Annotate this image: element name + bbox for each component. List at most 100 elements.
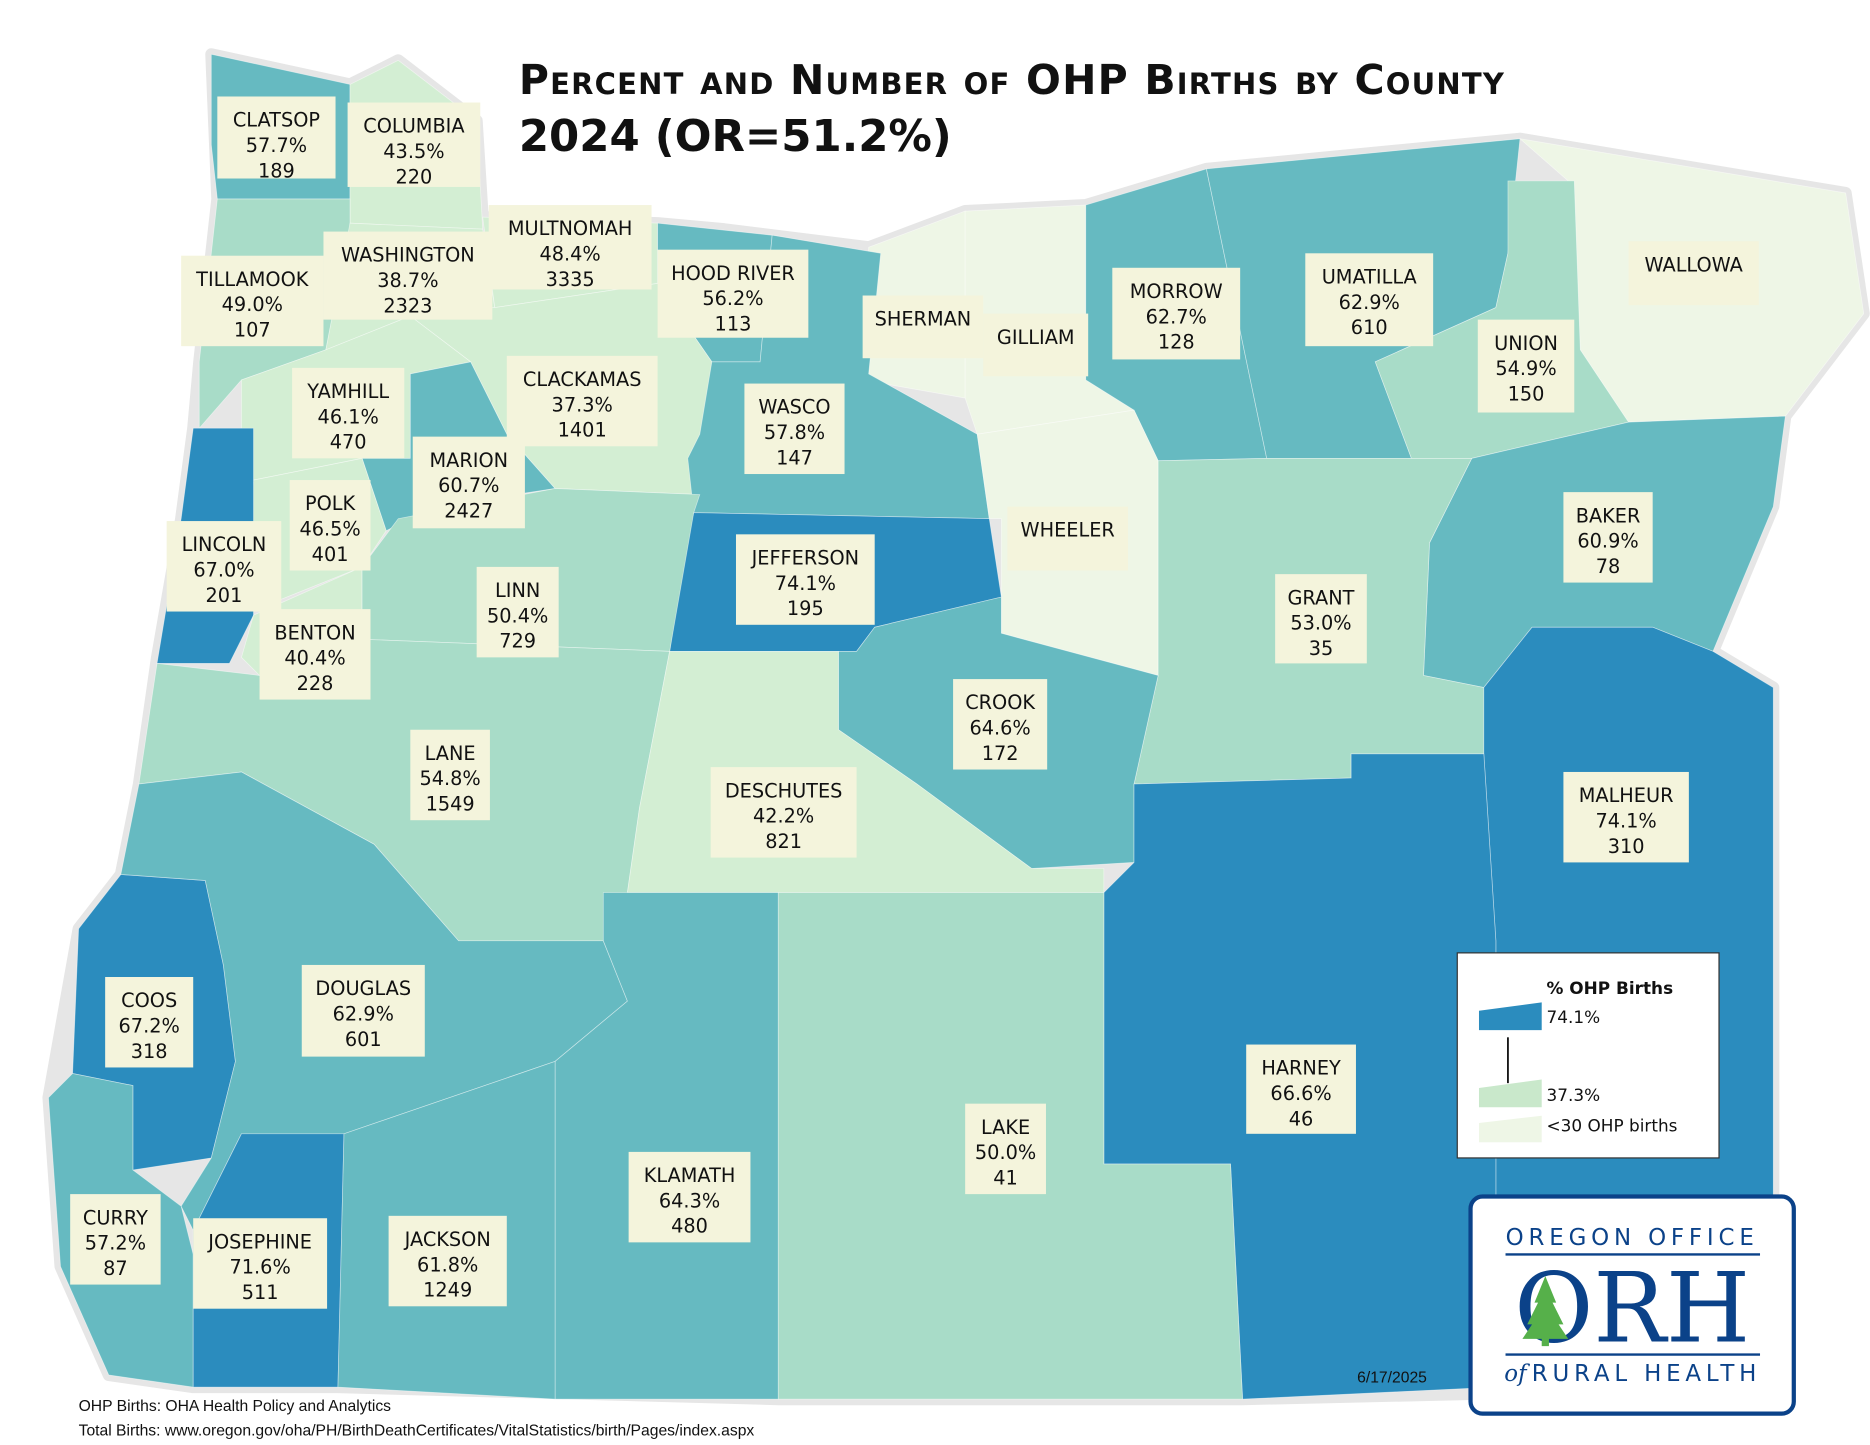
legend-max-label: 74.1% bbox=[1547, 1007, 1601, 1027]
county-label-umatilla: UMATILLA 62.9%610 bbox=[1305, 253, 1434, 347]
county-label-grant: GRANT 53.0%35 bbox=[1275, 574, 1367, 664]
county-births: 821 bbox=[765, 830, 802, 853]
county-label-gilliam: GILLIAM bbox=[983, 313, 1089, 377]
county-percent: 46.1% bbox=[318, 405, 379, 428]
county-births: 35 bbox=[1309, 637, 1334, 660]
county-births: 172 bbox=[982, 742, 1019, 765]
county-births: 46 bbox=[1289, 1107, 1314, 1130]
legend-swatch-low-births bbox=[1478, 1115, 1542, 1143]
county-label-curry: CURRY 57.2%87 bbox=[70, 1194, 161, 1285]
county-label-sherman: SHERMAN bbox=[862, 295, 984, 359]
county-name: MORROW bbox=[1130, 280, 1223, 303]
county-percent: 57.2% bbox=[85, 1232, 146, 1255]
county-births: 601 bbox=[345, 1028, 382, 1051]
county-name: MULTNOMAH bbox=[508, 217, 633, 240]
county-percent: 62.9% bbox=[1339, 291, 1400, 314]
date-stamp: 6/17/2025 bbox=[1357, 1369, 1427, 1386]
label-box bbox=[70, 1194, 161, 1285]
county-percent: 64.6% bbox=[970, 717, 1031, 740]
county-name: UMATILLA bbox=[1322, 265, 1418, 288]
county-percent: 67.2% bbox=[119, 1014, 180, 1037]
county-name: HOOD RIVER bbox=[671, 262, 795, 285]
county-name: LAKE bbox=[981, 1116, 1030, 1139]
legend: % OHP Births 74.1% 37.3% <30 OHP births bbox=[1456, 952, 1720, 1159]
label-box bbox=[289, 480, 371, 571]
label-box bbox=[105, 977, 194, 1068]
county-label-lincoln: LINCOLN 67.0%201 bbox=[166, 521, 282, 612]
county-births: 511 bbox=[242, 1281, 279, 1304]
legend-swatch-max bbox=[1478, 1002, 1542, 1031]
county-births: 201 bbox=[206, 584, 243, 607]
county-births: 107 bbox=[234, 319, 271, 342]
county-births: 310 bbox=[1608, 835, 1645, 858]
county-name: LINCOLN bbox=[182, 533, 267, 556]
county-percent: 71.6% bbox=[230, 1256, 291, 1279]
label-box bbox=[292, 367, 405, 459]
county-name: MARION bbox=[430, 449, 509, 472]
label-box bbox=[1007, 506, 1128, 571]
label-box bbox=[193, 1218, 328, 1309]
county-births: 113 bbox=[715, 312, 752, 335]
county-name: MALHEUR bbox=[1579, 784, 1674, 807]
map-subtitle: 2024 (OR=51.2%) bbox=[519, 112, 952, 162]
county-percent: 60.9% bbox=[1577, 530, 1638, 553]
label-box bbox=[388, 1215, 507, 1307]
label-box bbox=[301, 964, 425, 1057]
county-births: 150 bbox=[1508, 382, 1545, 405]
footnote-total-births-source: Total Births: www.oregon.gov/oha/PH/Birt… bbox=[79, 1422, 755, 1439]
county-births: 470 bbox=[330, 431, 367, 454]
county-label-polk: POLK 46.5%401 bbox=[289, 480, 371, 571]
county-label-benton: BENTON 40.4%228 bbox=[259, 609, 371, 700]
county-percent: 62.9% bbox=[333, 1002, 394, 1025]
label-box bbox=[1477, 319, 1575, 413]
county-name: CURRY bbox=[83, 1206, 148, 1229]
map-title: Percent and Number of OHP Births by Coun… bbox=[519, 56, 1505, 104]
county-name: WASHINGTON bbox=[341, 244, 475, 267]
orh-logo: OREGON OFFICE ORH of RURAL HEALTH bbox=[1468, 1194, 1796, 1416]
logo-bottom-text: RURAL HEALTH bbox=[1532, 1361, 1761, 1387]
county-births: 1549 bbox=[426, 793, 475, 816]
county-percent: 54.9% bbox=[1495, 357, 1556, 380]
county-name: JACKSON bbox=[404, 1228, 491, 1251]
label-box bbox=[506, 355, 658, 447]
county-births: 480 bbox=[671, 1215, 708, 1238]
tree-icon bbox=[1522, 1276, 1569, 1347]
county-name: JOSEPHINE bbox=[207, 1230, 312, 1253]
label-box bbox=[953, 679, 1048, 770]
legend-min-label: 37.3% bbox=[1547, 1085, 1601, 1105]
county-label-wallowa: WALLOWA bbox=[1628, 241, 1759, 306]
county-percent: 67.0% bbox=[193, 559, 254, 582]
label-box bbox=[410, 729, 490, 821]
county-percent: 54.8% bbox=[419, 767, 480, 790]
county-name: KLAMATH bbox=[644, 1164, 736, 1187]
label-box bbox=[181, 255, 324, 347]
county-name: CROOK bbox=[965, 691, 1036, 714]
county-births: 1249 bbox=[423, 1279, 472, 1302]
county-name: CLATSOP bbox=[233, 109, 320, 132]
county-name: BAKER bbox=[1576, 504, 1641, 527]
county-name: WALLOWA bbox=[1644, 253, 1743, 276]
county-name: LANE bbox=[425, 742, 476, 765]
label-box bbox=[1246, 1044, 1356, 1134]
label-box bbox=[1563, 771, 1689, 863]
county-births: 2323 bbox=[383, 294, 432, 317]
label-box bbox=[862, 295, 984, 359]
county-births: 1401 bbox=[558, 419, 607, 442]
county-births: 228 bbox=[297, 672, 334, 695]
label-box bbox=[1305, 253, 1434, 347]
county-name: COOS bbox=[121, 989, 177, 1012]
label-box bbox=[1563, 492, 1653, 583]
county-percent: 74.1% bbox=[775, 572, 836, 595]
county-percent: 43.5% bbox=[383, 140, 444, 163]
county-name: LINN bbox=[495, 579, 540, 602]
county-births: 2427 bbox=[444, 499, 493, 522]
